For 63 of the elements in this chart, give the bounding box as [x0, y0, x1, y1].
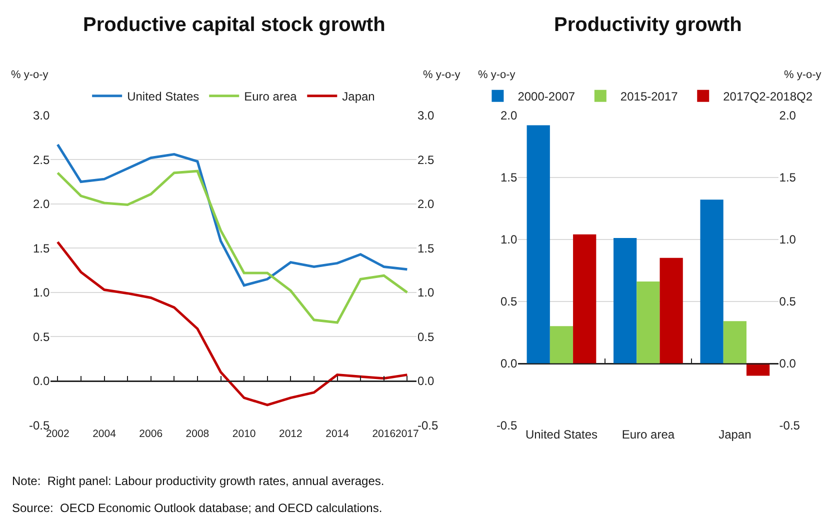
y2-tick-label: 0.5 [779, 294, 796, 308]
y-tick-label: 2.0 [32, 197, 50, 212]
y2-tick-label: 0.0 [418, 374, 435, 388]
x-tick-label: Japan [718, 427, 752, 442]
y-tick-label: 3.0 [32, 108, 50, 123]
legend-label: 2015-2017 [620, 90, 678, 104]
bar [636, 281, 660, 364]
y-tick-label: 1.5 [500, 170, 518, 185]
line-series [56, 170, 408, 324]
bar [614, 238, 637, 364]
legend-label: Euro area [244, 90, 298, 104]
bar [723, 321, 746, 364]
y-tick-label: 1.0 [32, 286, 50, 300]
y-tick-label: 0.5 [32, 330, 50, 344]
y-axis-title: % y-o-y [478, 69, 516, 81]
y2-tick-label: -0.5 [779, 418, 800, 432]
y2-tick-label: 1.0 [418, 286, 435, 300]
legend-label: Japan [342, 90, 375, 104]
line-series [56, 143, 408, 287]
y2-axis-title: % y-o-y [784, 69, 822, 81]
x-tick-label: 2010 [232, 428, 256, 440]
legend-label: 2000-2007 [518, 90, 576, 104]
legend-label: United States [127, 90, 200, 104]
text: Note: Right panel: Labour productivity growth rates, annual averages. [12, 474, 384, 488]
x-tick-label: 2012 [278, 428, 303, 440]
y-tick-label: 0.0 [500, 356, 518, 370]
y-tick-label: 0.0 [32, 374, 50, 388]
y2-tick-label: 2.0 [779, 108, 796, 123]
y-axis-title: % y-o-y [11, 69, 49, 81]
y2-tick-label: 2.0 [418, 197, 435, 212]
y2-tick-label: 1.5 [418, 241, 435, 256]
chart-title: Productive capital stock growth [83, 14, 386, 36]
chart-title: Productivity growth [554, 14, 742, 36]
y2-tick-label: 1.0 [779, 232, 796, 246]
bar [526, 125, 550, 364]
y2-tick-label: 0.0 [779, 356, 796, 370]
bar [550, 326, 574, 364]
x-tick-label: 2008 [186, 428, 210, 440]
legend-label: 2017Q2-2018Q2 [723, 90, 813, 104]
y-tick-label: 1.0 [500, 232, 518, 246]
y-tick-label: 1.5 [32, 241, 50, 256]
y2-tick-label: 2.5 [418, 152, 435, 167]
bar [700, 200, 724, 364]
x-tick-label: 2006 [139, 428, 163, 440]
y2-axis-title: % y-o-y [423, 69, 461, 81]
bar [660, 258, 683, 364]
x-tick-label: 2004 [92, 428, 116, 440]
line-series [56, 240, 408, 406]
y2-tick-label: -0.5 [418, 418, 439, 432]
x-tick-label: Euro area [622, 427, 675, 442]
x-tick-label: 2017 [396, 428, 420, 440]
y-tick-label: 2.5 [32, 152, 50, 167]
y-tick-label: -0.5 [496, 418, 518, 432]
y2-tick-label: 3.0 [418, 108, 435, 123]
x-tick-label: 2014 [326, 428, 350, 440]
bar [573, 234, 596, 364]
x-tick-label: 2016 [372, 428, 396, 440]
y-tick-label: 0.5 [500, 294, 518, 308]
y2-tick-label: 0.5 [418, 330, 435, 344]
x-tick-label: United States [525, 427, 598, 442]
y-tick-label: 2.0 [500, 108, 518, 123]
y2-tick-label: 1.5 [779, 170, 796, 185]
source-note: Source: OECD Economic Outlook database; and OECD calculations. [12, 501, 382, 515]
